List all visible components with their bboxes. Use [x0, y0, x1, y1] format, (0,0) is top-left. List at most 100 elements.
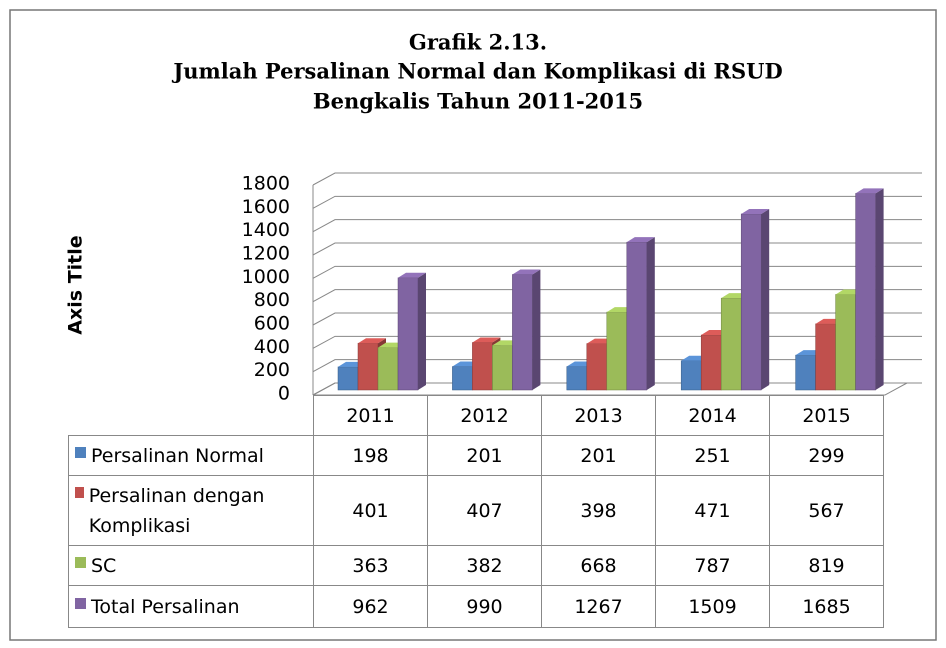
y-tick-label: 800 [254, 289, 290, 311]
table-row: SC 363 382 668 787 819 [68, 545, 884, 586]
legend-key [75, 556, 86, 568]
table-value: 363 [313, 545, 428, 586]
bar [626, 241, 648, 391]
blank-cell [68, 395, 314, 436]
table-value: 990 [427, 585, 542, 628]
bar-top [358, 338, 386, 344]
table-value: 1267 [541, 585, 656, 628]
table-value: 299 [769, 435, 884, 476]
bar-side [646, 237, 655, 390]
table-value: 787 [655, 545, 770, 586]
table-value: 407 [427, 475, 542, 546]
legend-text: Persalinan Normal [91, 444, 264, 467]
bar [452, 366, 473, 391]
y-tick-label: 400 [254, 336, 290, 358]
table-value: 251 [655, 435, 770, 476]
table-row: Persalinan dengan Komplikasi 401 407 398 471… [68, 475, 884, 546]
bar [337, 366, 359, 391]
table-value: 398 [541, 475, 656, 546]
table-value: 962 [313, 585, 428, 628]
y-tick-label: 200 [254, 359, 290, 381]
bar-top [855, 188, 884, 194]
bar [740, 213, 762, 391]
bar-side [418, 272, 426, 390]
legend-label: Persalinan Normal [75, 441, 313, 471]
x-tick-label: 2013 [541, 395, 656, 436]
table-value: 567 [769, 475, 884, 546]
bar [397, 277, 419, 391]
table-value: 382 [427, 545, 542, 586]
bar-top [398, 272, 426, 278]
bar [566, 366, 588, 391]
grid-line [312, 242, 922, 256]
table-value: 668 [541, 545, 656, 586]
bar-side [761, 208, 770, 390]
grid-line [312, 219, 922, 233]
bar-top [472, 337, 501, 343]
bar [720, 297, 742, 391]
table-value: 201 [427, 435, 542, 476]
y-tick-label: 1400 [242, 219, 290, 241]
bar [472, 342, 493, 391]
y-tick-label: 600 [254, 313, 290, 335]
x-tick-label: 2011 [313, 395, 428, 436]
bar-side [875, 188, 884, 390]
bar [835, 294, 856, 391]
table-value: 401 [313, 475, 428, 546]
chart-title: Bengkalis Tahun 2011-2015 [313, 89, 643, 114]
legend-label: Total Persalinan [75, 592, 313, 622]
bar [680, 360, 702, 391]
legend-key [75, 486, 84, 498]
table-row: Persalinan Normal 198 201 201 251 299 [68, 435, 884, 476]
legend-text: SC [91, 554, 117, 577]
chart-border [9, 9, 937, 641]
table-value: 1509 [655, 585, 770, 628]
legend-label: SC [75, 551, 313, 581]
bar-side [532, 269, 541, 390]
x-tick-label: 2012 [427, 395, 542, 436]
x-tick-label: 2015 [769, 395, 884, 436]
table-value: 471 [655, 475, 770, 546]
legend-entry: Persalinan Normal [68, 435, 314, 476]
bar [815, 323, 836, 391]
data-table: 2011 2012 2013 2014 2015 Persalinan Normal 198… [68, 395, 884, 628]
bar [795, 354, 816, 391]
bar [492, 345, 513, 391]
bar [855, 193, 876, 391]
bar [586, 343, 608, 391]
x-tick-label: 2014 [655, 395, 770, 436]
y-tick-label: 1000 [242, 266, 290, 288]
table-row: Total Persalinan 962 990 1267 1509 1685 [68, 585, 884, 628]
table-header: 2011 2012 2013 2014 2015 [68, 395, 884, 436]
legend-label: Persalinan dengan Komplikasi [75, 481, 313, 541]
legend-key [75, 446, 86, 458]
bar [377, 347, 399, 391]
bar [606, 311, 628, 391]
legend-key [75, 597, 86, 609]
bar-top [741, 208, 770, 214]
bar [357, 342, 379, 391]
bar-top [626, 237, 655, 243]
y-tick-label: 1800 [242, 173, 290, 195]
y-tick-label: 1200 [242, 243, 290, 265]
table-value: 1685 [769, 585, 884, 628]
bar [700, 334, 722, 391]
grid-line [312, 195, 922, 209]
table-value: 819 [769, 545, 884, 586]
grid-line [312, 265, 922, 279]
legend-text: Total Persalinan [91, 595, 240, 618]
y-tick-label: 1600 [242, 196, 290, 218]
legend-entry: Persalinan dengan Komplikasi [68, 475, 314, 546]
legend-entry: SC [68, 545, 314, 586]
bar-top [512, 269, 541, 275]
legend-text: Persalinan dengan Komplikasi [88, 484, 265, 537]
legend-entry: Total Persalinan [68, 585, 314, 628]
grid-line [312, 289, 922, 303]
y-axis-title: Axis Title [65, 235, 87, 334]
bar [512, 274, 533, 391]
chart-title: Grafik 2.13. [409, 30, 547, 55]
grid-line [312, 172, 922, 186]
chart-title: Jumlah Persalinan Normal dan Komplikasi … [171, 59, 782, 84]
